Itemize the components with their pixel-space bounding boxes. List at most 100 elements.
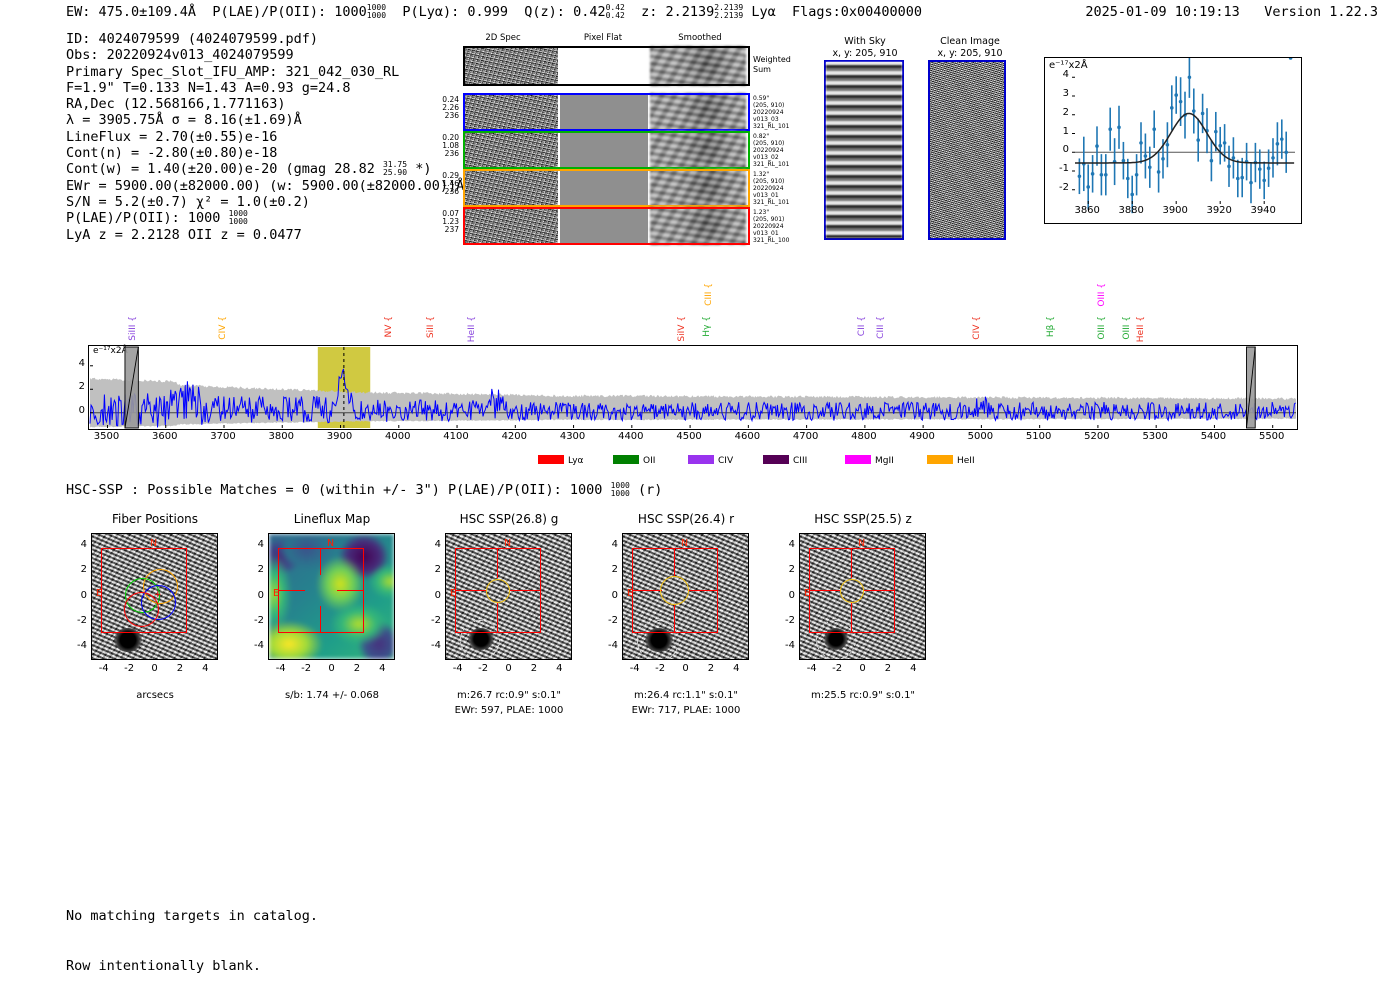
hsc-text-pre: HSC-SSP : Possible Matches = 0 (within +… xyxy=(66,482,611,498)
spec2d-row-1 xyxy=(463,131,750,169)
bottom-note-line2: Row intentionally blank. xyxy=(66,957,262,974)
cutout-image-1[interactable]: N E xyxy=(268,533,395,660)
legend-label: MgII xyxy=(875,456,894,466)
spec2d-row-0 xyxy=(463,93,750,131)
cutout-2-xtick: 4 xyxy=(556,663,563,674)
tick-label: 5300 xyxy=(1142,431,1168,442)
cutout-4-ytick: 0 xyxy=(788,589,795,601)
ew-label: EW: xyxy=(66,4,91,20)
hsc-ssp-match-line: HSC-SSP : Possible Matches = 0 (within +… xyxy=(66,481,663,499)
plae-bounds: 1000 1000 xyxy=(366,3,387,20)
info-plae: P(LAE)/P(OII): 1000 1000 1000 xyxy=(66,210,464,227)
cutout-sub2-2: EWr: 597, PLAE: 1000 xyxy=(454,705,564,716)
cutout-3-ytick: -4 xyxy=(608,640,618,652)
cutout-0-ytick: 2 xyxy=(80,564,87,576)
cutout-1-ytick: 2 xyxy=(257,564,264,576)
cutout-0-xtick: 2 xyxy=(176,663,184,674)
col-title-2dspec: 2D Spec xyxy=(485,33,521,43)
cutout-image-0[interactable]: N E + xyxy=(91,533,218,660)
cutout-4-ytick: 2 xyxy=(788,564,795,576)
cutout-sub2-3: EWr: 717, PLAE: 1000 xyxy=(631,705,741,716)
emission-line-label-siiii-0: SiIII { xyxy=(127,316,138,341)
plya-label: P(Lyα): xyxy=(402,4,460,20)
cutout-image-2[interactable]: N E xyxy=(445,533,572,660)
info-sn-chi2: S/N = 5.2(±0.7) χ² = 1.0(±0.2) xyxy=(66,193,310,210)
hsc-plae-bounds: 1000 1000 xyxy=(610,481,630,498)
cutout-4-ytick: 4 xyxy=(788,538,795,550)
qz-bounds: 0.42 0.42 xyxy=(605,3,625,20)
legend-swatch xyxy=(538,455,564,464)
legend-item-heii: HeII xyxy=(927,455,975,466)
cutout-1-xtick: 0 xyxy=(328,663,335,674)
z-label: z: xyxy=(641,4,658,20)
tick-label: 3900 xyxy=(326,431,353,442)
summary-header: EW: 475.0±109.4Å P(LAE)/P(OII): 1000 1000… xyxy=(66,3,922,21)
tick-label: 4900 xyxy=(909,431,935,442)
row-meta-0: 0.59" (205, 910) 20220924 v013_03 321_RL_1… xyxy=(753,95,790,130)
tick-label: 4800 xyxy=(851,431,877,442)
tick-label: -2 xyxy=(1059,181,1069,193)
tick-label: 5500 xyxy=(1258,431,1285,442)
col-title-smoothed: Smoothed xyxy=(678,33,722,43)
tick-label: 4300 xyxy=(559,431,586,442)
hsc-text-post: (r) xyxy=(629,482,663,498)
legend-swatch xyxy=(763,455,789,464)
info-cont-w-pre: Cont(w) = 1.40(±20.00)e-20 (gmag 28.82 xyxy=(66,161,383,178)
tick-label: 5400 xyxy=(1200,431,1227,442)
cutout-4-xtick: 4 xyxy=(910,663,917,674)
tick-label: 3920 xyxy=(1206,205,1232,216)
gmag-bounds: 31.75 25.90 xyxy=(382,160,408,178)
legend-swatch xyxy=(927,455,953,464)
legend-swatch xyxy=(613,455,639,464)
tick-label: 4200 xyxy=(501,431,528,442)
cutout-2-xtick: -2 xyxy=(478,663,489,674)
info-primary-spec: Primary Spec_Slot_IFU_AMP: 321_042_030_R… xyxy=(66,63,400,80)
cutout-2-ytick: 2 xyxy=(434,564,441,576)
info-seeing: F=1.9" T=0.133 N=1.43 A=0.93 g=24.8 xyxy=(66,79,351,96)
legend-item-lyα: Lyα xyxy=(538,455,583,466)
qz-label: Q(z): xyxy=(524,4,565,20)
emission-line-label-nv-2: NV { xyxy=(384,316,395,338)
aperture-circle-2 xyxy=(486,579,510,603)
spec2d-row-3 xyxy=(463,207,750,245)
cutout-image-3[interactable]: N E xyxy=(622,533,749,660)
tick-label: 1 xyxy=(1062,125,1069,137)
fit-svg xyxy=(1072,58,1295,214)
plae-value: 1000 xyxy=(334,4,367,20)
cutout-4-xtick: -4 xyxy=(806,663,817,674)
cutout-1-ytick: -4 xyxy=(254,640,264,652)
tick-label: 0 xyxy=(78,404,85,416)
tick-label: 3900 xyxy=(1162,205,1188,216)
legend-item-civ: CIV xyxy=(688,455,733,466)
tick-label: 3940 xyxy=(1250,205,1276,216)
info-cont-w: Cont(w) = 1.40(±20.00)e-20 (gmag 28.82 3… xyxy=(66,160,464,178)
compass-e-0: E xyxy=(96,588,103,599)
legend-label: CIII xyxy=(793,456,808,466)
emission-line-label-oiii-12: OIII { xyxy=(1096,283,1107,307)
cutout-image-4[interactable]: N E xyxy=(799,533,926,660)
weighted-sum-strip xyxy=(463,46,750,86)
info-redshifts: LyA z = 2.2128 OII z = 0.0477 xyxy=(66,226,302,243)
cutout-title-3: HSC SSP(26.4) r xyxy=(637,512,735,526)
info-radec: RA,Dec (12.568166,1.771163) xyxy=(66,96,286,113)
tick-label: 5000 xyxy=(967,431,994,442)
spectrum-svg xyxy=(89,346,1296,429)
cutout-4-xtick: -2 xyxy=(832,663,843,674)
cutout-3-xtick: 2 xyxy=(707,663,715,674)
emission-line-label-oiii-13: OIII { xyxy=(1096,316,1107,340)
cutout-2-ytick: -4 xyxy=(431,640,441,652)
cutout-sub1-4: m:25.5 rc:0.9" s:0.1" xyxy=(810,690,916,701)
row-meta-3: 1.23" (205, 901) 20220924 v013_01 321_RL_1… xyxy=(753,209,790,244)
cutout-3-xtick: -4 xyxy=(629,663,640,674)
legend-item-oii: OII xyxy=(613,455,655,466)
report-version: Version 1.22.3 xyxy=(1264,4,1378,20)
tick-label: 4500 xyxy=(676,431,702,442)
row-meta-1: 0.82" (205, 910) 20220924 v013_02 321_RL_1… xyxy=(753,133,790,168)
cutout-0-xtick: -4 xyxy=(98,663,109,674)
cutout-0-ytick: -2 xyxy=(77,614,87,626)
cutout-1-ytick: -2 xyxy=(254,614,264,626)
cutout-4-ytick: -4 xyxy=(785,640,795,652)
tick-label: 5100 xyxy=(1025,431,1052,442)
fiber-circle-red xyxy=(124,592,159,627)
z-line-name: Lyα xyxy=(751,4,776,20)
